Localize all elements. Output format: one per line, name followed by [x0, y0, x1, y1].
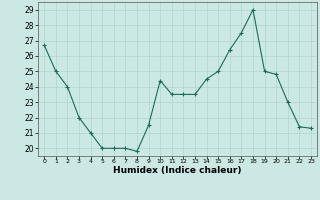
X-axis label: Humidex (Indice chaleur): Humidex (Indice chaleur): [113, 166, 242, 175]
